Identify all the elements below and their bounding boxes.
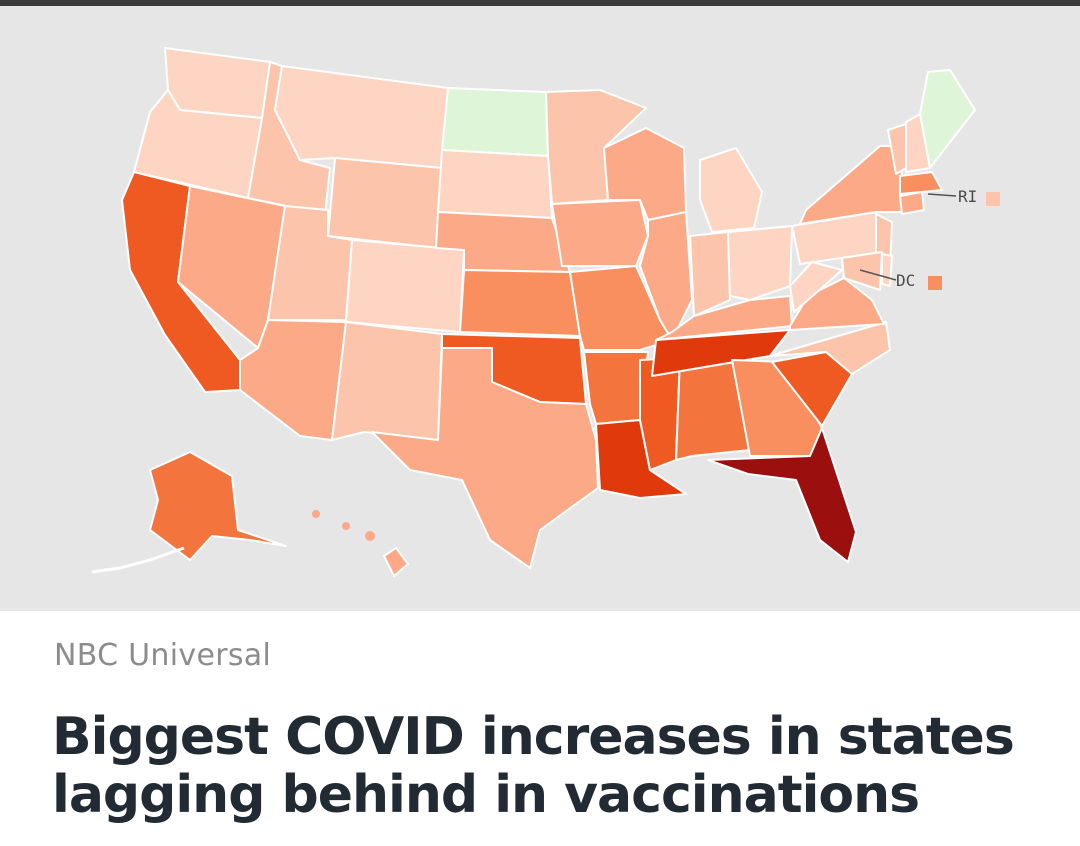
state-nd[interactable]	[441, 87, 549, 157]
dc-leader-line	[859, 269, 897, 281]
state-hi-island-3	[365, 531, 375, 541]
state-in[interactable]	[689, 231, 731, 317]
ri-swatch[interactable]	[986, 192, 1000, 206]
state-fl[interactable]	[707, 427, 857, 563]
covid-choropleth-map[interactable]: RI DC	[0, 6, 1080, 611]
state-me[interactable]	[919, 69, 976, 169]
us-map-svg: RI DC	[91, 47, 1000, 577]
article-headline[interactable]: Biggest COVID increases in states laggin…	[52, 707, 1015, 825]
state-ny[interactable]	[799, 145, 905, 225]
state-mi[interactable]	[699, 147, 763, 233]
state-co[interactable]	[345, 239, 465, 333]
ri-label: RI	[958, 187, 977, 206]
state-nc[interactable]	[769, 321, 891, 375]
state-il[interactable]	[639, 211, 693, 341]
state-tx[interactable]	[371, 347, 599, 569]
state-oh[interactable]	[727, 225, 793, 301]
state-hi-island-2	[342, 522, 350, 530]
dc-swatch[interactable]	[928, 276, 942, 290]
state-hi[interactable]	[383, 547, 409, 577]
state-ak[interactable]	[149, 451, 287, 561]
state-sd[interactable]	[437, 149, 553, 219]
state-ks[interactable]	[459, 269, 581, 337]
state-ma[interactable]	[899, 171, 943, 195]
state-ak-aleutians	[91, 546, 185, 574]
state-ar[interactable]	[583, 351, 649, 425]
state-ia[interactable]	[551, 199, 649, 267]
ri-leader-line	[927, 193, 957, 197]
state-wv[interactable]	[789, 261, 843, 313]
state-ct[interactable]	[899, 191, 925, 215]
state-de[interactable]	[881, 253, 893, 287]
state-mt[interactable]	[274, 65, 449, 169]
state-hi-island-1	[312, 510, 320, 518]
state-wy[interactable]	[327, 157, 443, 249]
source-credit: NBC Universal	[54, 638, 272, 673]
state-nm[interactable]	[331, 321, 443, 441]
top-bar	[0, 0, 1080, 6]
state-ky[interactable]	[655, 295, 793, 341]
state-wa[interactable]	[164, 47, 271, 119]
dc-label: DC	[896, 271, 915, 290]
